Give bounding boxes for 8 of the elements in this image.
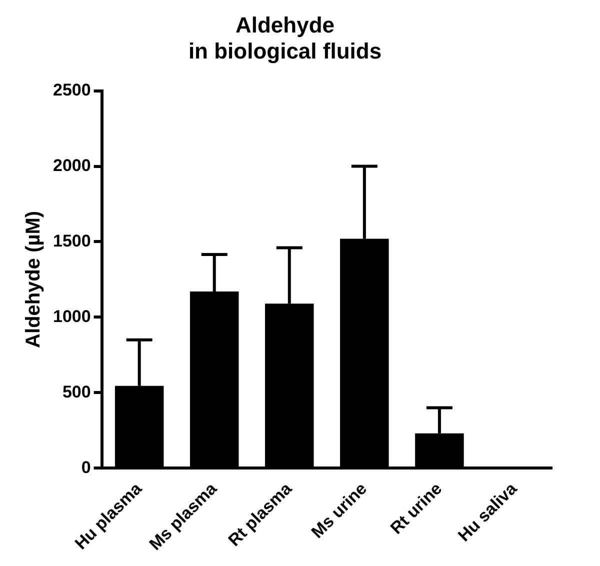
y-tick-label: 1500: [52, 231, 91, 250]
y-tick-label: 2500: [52, 80, 91, 100]
y-axis-title: Aldehyde (µM): [22, 210, 45, 348]
y-tick-label: 2000: [52, 156, 91, 175]
y-tick-label: 1000: [52, 306, 91, 326]
y-tick-label: 0: [81, 458, 91, 477]
y-tick-label: 500: [62, 382, 91, 402]
chart-title: Aldehyde in biological fluids: [188, 12, 382, 64]
